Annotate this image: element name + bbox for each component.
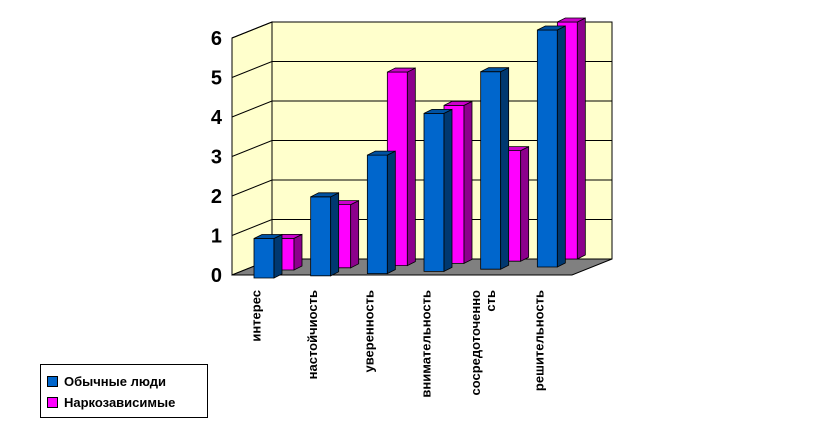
legend-swatch-normal-people bbox=[47, 376, 58, 387]
legend-item-addicts: Наркозависимые bbox=[47, 392, 207, 413]
legend-label-normal-people: Обычные люди bbox=[64, 374, 167, 389]
y-tick-label: 3 bbox=[211, 147, 222, 169]
x-tick-label: уверенность bbox=[362, 290, 377, 373]
gridline bbox=[231, 61, 612, 78]
y-tick-label: 2 bbox=[211, 186, 222, 208]
legend-label-addicts: Наркозависимые bbox=[64, 395, 176, 410]
y-tick-label: 1 bbox=[211, 226, 222, 248]
gridline bbox=[231, 21, 612, 39]
bar-normal-people-4 bbox=[423, 108, 453, 273]
y-tick-label: 4 bbox=[211, 107, 223, 129]
x-tick-label: сосредоточенно bbox=[468, 290, 483, 396]
bar-normal-people-2 bbox=[310, 192, 340, 277]
y-tick-label: 0 bbox=[211, 265, 222, 287]
y-tick-label: 5 bbox=[211, 68, 222, 90]
x-tick-label: сть bbox=[483, 290, 498, 312]
legend-swatch-addicts bbox=[47, 397, 58, 408]
bar-normal-people-6 bbox=[536, 25, 566, 268]
x-tick-label: решительность bbox=[532, 290, 547, 391]
bar-normal-people-5 bbox=[480, 67, 510, 270]
x-tick-label: интерес bbox=[248, 290, 263, 342]
bar-normal-people-3 bbox=[366, 150, 396, 275]
x-tick-label: настойчиость bbox=[305, 290, 320, 379]
legend-item-normal-people: Обычные люди bbox=[47, 371, 207, 392]
y-tick-label: 6 bbox=[211, 28, 222, 50]
bar-normal-people-1 bbox=[253, 233, 283, 279]
x-tick-label: внимательность bbox=[418, 290, 433, 398]
legend: Обычные люди Наркозависимые bbox=[40, 364, 208, 418]
